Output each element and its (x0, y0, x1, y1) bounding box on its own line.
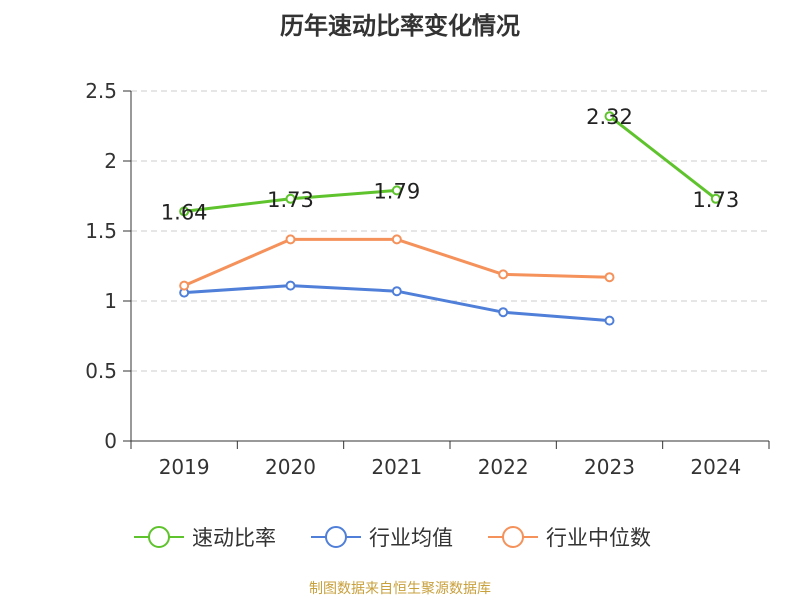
series-line (608, 114, 718, 201)
data-labels: 1.64 1.73 1.79 2.32 1.73 (161, 105, 739, 224)
x-tick-label: 2020 (265, 455, 316, 479)
legend-marker (325, 526, 347, 548)
data-point (179, 280, 190, 291)
y-tick-label: 2.5 (85, 79, 117, 103)
data-label: 2.32 (586, 105, 633, 129)
legend-item: 速动比率 (134, 526, 276, 550)
y-tick-label: 0 (104, 429, 117, 453)
y-tick-label: 1.5 (85, 219, 117, 243)
data-label: 1.79 (373, 179, 420, 203)
x-tick-label: 2021 (371, 455, 422, 479)
y-tick-label: 2 (104, 149, 117, 173)
grid-lines (131, 90, 769, 372)
series-layer (179, 111, 721, 326)
data-point (285, 234, 296, 245)
data-point (604, 111, 615, 122)
x-tick-label: 2023 (584, 455, 635, 479)
data-label: 1.73 (692, 188, 739, 212)
legend-label: 行业均值 (369, 526, 453, 550)
data-point (391, 185, 402, 196)
x-tick-label: 2019 (159, 455, 210, 479)
source-note: 制图数据来自恒生聚源数据库 (309, 581, 491, 597)
y-tick-label: 0.5 (85, 359, 117, 383)
legend-label: 行业中位数 (546, 526, 651, 550)
data-point (391, 234, 402, 245)
data-label: 1.64 (161, 200, 208, 224)
legend-marker (502, 526, 524, 548)
legend-marker (148, 526, 170, 548)
data-point (179, 206, 190, 217)
x-tick-label: 2024 (690, 455, 741, 479)
data-point (498, 307, 509, 318)
axes: 0 0.5 1 1.5 2 2.5 2019 2020 2021 2022 2023 2024 (85, 79, 770, 479)
data-point (285, 193, 296, 204)
data-label: 1.73 (267, 188, 314, 212)
legend-item: 行业中位数 (488, 526, 651, 550)
chart-title: 历年速动比率变化情况 (280, 12, 520, 40)
data-point (498, 269, 509, 280)
data-point (285, 280, 296, 291)
y-tick-label: 1 (104, 289, 117, 313)
data-point (710, 193, 721, 204)
legend: 速动比率 行业均值 行业中位数 (134, 526, 651, 550)
series-line (182, 237, 611, 288)
legend-label: 速动比率 (192, 526, 276, 550)
legend-item: 行业均值 (311, 526, 453, 550)
x-tick-label: 2022 (478, 455, 529, 479)
data-point (391, 286, 402, 297)
data-point (604, 272, 615, 283)
data-point (604, 315, 615, 326)
